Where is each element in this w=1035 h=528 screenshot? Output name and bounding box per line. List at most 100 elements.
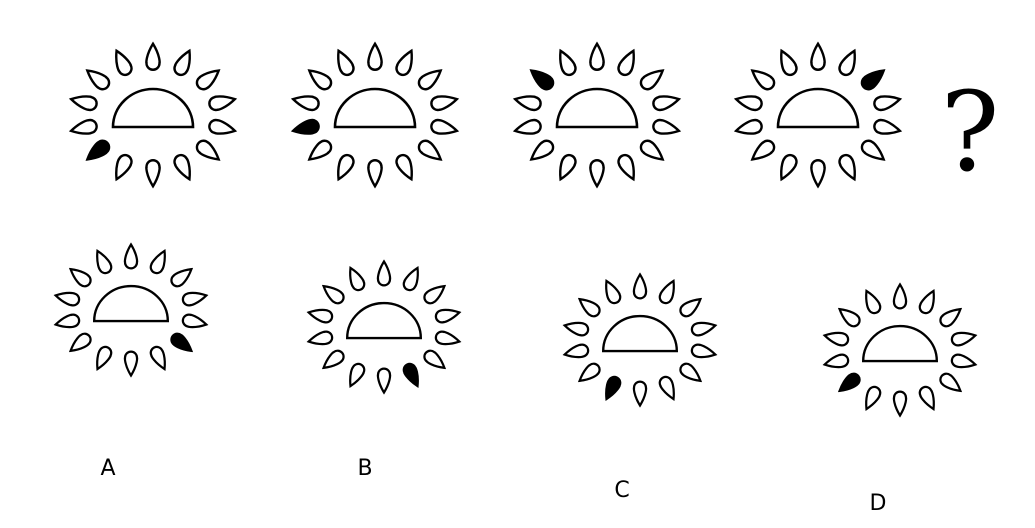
option-label-d[interactable]: D (870, 491, 887, 516)
white-drop (307, 139, 333, 161)
white-drop (430, 95, 460, 112)
white-drop (679, 362, 703, 383)
white-drop (430, 118, 460, 135)
option-figure-c (562, 272, 718, 408)
white-drop (559, 48, 577, 77)
white-drop (306, 330, 334, 346)
white-drop (750, 139, 776, 161)
white-drop (639, 139, 665, 161)
white-drop (950, 331, 978, 347)
white-drop (123, 242, 139, 270)
white-drop (208, 95, 238, 112)
white-drop (512, 95, 542, 112)
question-mark: ? (941, 68, 1000, 196)
white-drop (780, 48, 798, 77)
white-drop (605, 279, 622, 305)
white-drop (822, 353, 850, 369)
white-drop (337, 153, 355, 182)
white-drop (395, 153, 413, 182)
white-drop (679, 297, 703, 318)
white-drop (589, 41, 605, 71)
white-drop (173, 153, 191, 182)
option-figure-d (822, 282, 978, 418)
white-drop (145, 159, 161, 189)
white-drop (617, 153, 635, 182)
white-drop (950, 353, 978, 369)
white-drop (53, 313, 81, 329)
white-drop (145, 41, 161, 71)
half-circle (346, 301, 422, 340)
white-drop (173, 48, 191, 77)
white-drop (750, 69, 776, 91)
black-drop (290, 118, 320, 135)
white-drop (865, 385, 882, 411)
white-drop (68, 95, 98, 112)
white-drop (181, 291, 209, 307)
white-drop (376, 259, 392, 287)
white-drop (652, 95, 682, 112)
option-label-a[interactable]: A (100, 456, 115, 481)
black-drop (402, 362, 419, 388)
white-drop (810, 159, 826, 189)
white-drop (873, 118, 903, 135)
option-label-b[interactable]: B (357, 456, 372, 481)
white-drop (892, 282, 908, 310)
white-drop (838, 48, 856, 77)
white-drop (658, 279, 675, 305)
white-drop (149, 249, 166, 275)
white-drop (632, 272, 648, 300)
white-drop (68, 332, 92, 353)
white-drop (402, 266, 419, 292)
white-drop (652, 118, 682, 135)
option-figure-a (53, 242, 209, 378)
white-drop (367, 41, 383, 71)
white-drop (690, 343, 718, 359)
white-drop (434, 330, 462, 346)
white-drop (115, 153, 133, 182)
white-drop (321, 284, 345, 305)
white-drop (290, 95, 320, 112)
white-drop (838, 153, 856, 182)
white-drop (307, 69, 333, 91)
white-drop (632, 380, 648, 408)
white-drop (195, 69, 221, 91)
white-drop (395, 48, 413, 77)
white-drop (349, 362, 366, 388)
white-drop (367, 159, 383, 189)
sequence-figure-2 (290, 41, 460, 189)
white-drop (658, 375, 675, 401)
white-drop (865, 289, 882, 315)
white-drop (562, 343, 590, 359)
black-drop (837, 372, 861, 393)
white-drop (810, 41, 826, 71)
white-drop (123, 350, 139, 378)
white-drop (837, 307, 861, 328)
white-drop (939, 307, 963, 328)
white-drop (733, 95, 763, 112)
white-drop (860, 139, 886, 161)
white-drop (417, 69, 443, 91)
white-drop (639, 69, 665, 91)
white-drop (68, 118, 98, 135)
white-drop (417, 139, 443, 161)
half-circle (776, 87, 860, 129)
white-drop (321, 349, 345, 370)
white-drop (208, 118, 238, 135)
white-drop (68, 267, 92, 288)
white-drop (434, 308, 462, 324)
white-drop (376, 367, 392, 395)
black-drop (170, 332, 194, 353)
half-circle (602, 314, 678, 353)
white-drop (589, 159, 605, 189)
white-drop (873, 95, 903, 112)
white-drop (96, 345, 113, 371)
white-drop (306, 308, 334, 324)
white-drop (85, 69, 111, 91)
black-drop (860, 69, 886, 91)
white-drop (577, 362, 601, 383)
white-drop (53, 291, 81, 307)
options-row: A B C D (53, 242, 978, 516)
white-drop (349, 266, 366, 292)
option-label-c[interactable]: C (614, 478, 629, 503)
white-drop (512, 118, 542, 135)
